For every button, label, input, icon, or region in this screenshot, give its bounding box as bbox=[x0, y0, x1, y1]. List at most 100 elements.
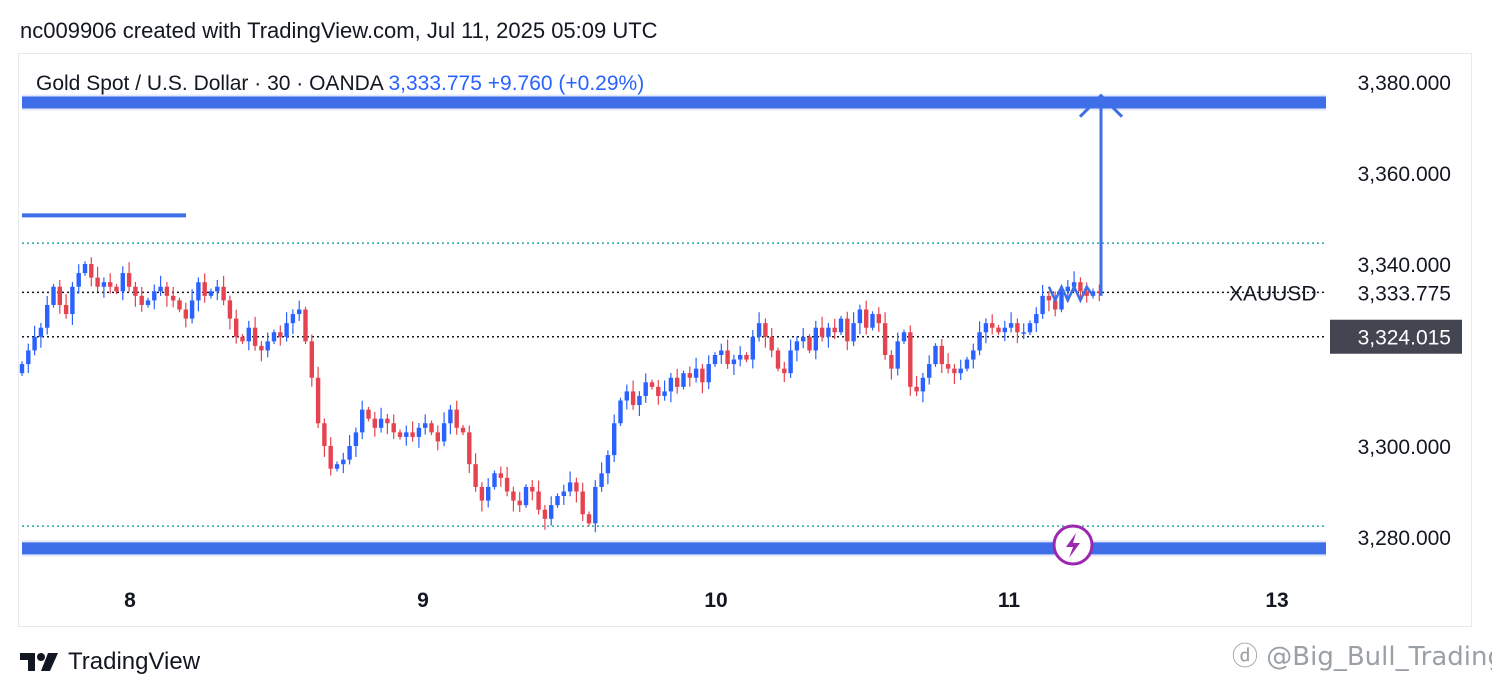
symbol-price-label: XAUUSD bbox=[1229, 282, 1317, 305]
candle-body bbox=[303, 309, 308, 342]
candle-body bbox=[832, 327, 837, 333]
candle-body bbox=[63, 304, 69, 315]
symbol-name: Gold Spot / U.S. Dollar · 30 · OANDA bbox=[36, 72, 383, 95]
candle-body bbox=[586, 514, 592, 524]
candle-body bbox=[492, 473, 497, 487]
candle-body bbox=[57, 286, 62, 305]
symbol-legend[interactable]: Gold Spot / U.S. Dollar · 30 · OANDA 3,3… bbox=[36, 72, 644, 96]
candle-body bbox=[794, 341, 800, 351]
candle-body bbox=[649, 382, 655, 387]
candle-body bbox=[423, 423, 428, 428]
projection-zigzag bbox=[1047, 283, 1095, 304]
level-zone bbox=[22, 542, 1326, 555]
candle-body bbox=[549, 505, 554, 519]
candle-body bbox=[530, 486, 535, 492]
candle-body bbox=[45, 304, 50, 328]
candle-body bbox=[599, 473, 604, 487]
candle-body bbox=[1053, 300, 1058, 310]
candle-body bbox=[807, 336, 812, 351]
candle-body bbox=[882, 323, 888, 355]
candle-body bbox=[983, 323, 989, 333]
candle-body bbox=[731, 359, 737, 365]
candle-body bbox=[322, 423, 327, 446]
candle-body bbox=[221, 286, 226, 301]
candle-body bbox=[378, 418, 384, 428]
candle-body bbox=[372, 418, 377, 428]
candle-body bbox=[706, 364, 711, 383]
time-axis: 8 9 10 11 13 bbox=[124, 589, 1289, 612]
lightning-bolt bbox=[1066, 533, 1080, 558]
candle-body bbox=[1034, 314, 1039, 324]
candle-body bbox=[290, 314, 296, 324]
candle-body bbox=[889, 355, 894, 369]
candle-body bbox=[334, 464, 340, 469]
candle-body bbox=[1097, 291, 1102, 293]
candle-body bbox=[234, 318, 239, 337]
candle-body bbox=[681, 373, 686, 387]
candle-body bbox=[416, 427, 422, 437]
candle-body bbox=[1015, 323, 1020, 333]
candle-body bbox=[801, 336, 806, 342]
candle-body bbox=[89, 264, 94, 278]
candle-body bbox=[612, 423, 617, 456]
candle-body bbox=[958, 368, 963, 374]
candle-body bbox=[460, 427, 466, 433]
candles bbox=[19, 257, 1102, 533]
candle-body bbox=[939, 345, 944, 365]
candle-body bbox=[429, 423, 434, 433]
candle-body bbox=[864, 309, 869, 328]
candle-body bbox=[19, 364, 25, 374]
candle-body bbox=[152, 291, 157, 301]
candle-body bbox=[750, 336, 755, 360]
candle-body bbox=[693, 368, 699, 378]
tradingview-brand[interactable]: TradingView bbox=[20, 648, 200, 676]
last-price-label: 3,333.775 bbox=[1358, 282, 1451, 305]
candle-body bbox=[637, 395, 642, 406]
candle-body bbox=[202, 282, 207, 296]
level-zone bbox=[22, 96, 1326, 109]
candle-body bbox=[870, 314, 875, 328]
tradingview-logo-icon bbox=[20, 653, 58, 671]
candle-body bbox=[712, 355, 718, 365]
candle-body bbox=[360, 409, 365, 433]
candle-body bbox=[284, 323, 289, 337]
candle-body bbox=[38, 327, 44, 337]
candle-body bbox=[971, 350, 976, 360]
y-tick-label: 3,280.000 bbox=[1358, 527, 1451, 550]
candle-body bbox=[158, 286, 163, 292]
y-tick-label: 3,340.000 bbox=[1358, 254, 1451, 277]
candle-body bbox=[952, 368, 957, 374]
candle-body bbox=[876, 314, 881, 324]
candle-body bbox=[126, 273, 132, 287]
candle-body bbox=[347, 446, 352, 460]
candle-body bbox=[700, 368, 705, 383]
candle-body bbox=[624, 391, 629, 401]
candle-body bbox=[895, 341, 900, 369]
candle-body bbox=[32, 336, 37, 351]
candle-body bbox=[297, 309, 302, 315]
candle-body bbox=[454, 409, 459, 428]
candle-body bbox=[857, 309, 863, 324]
candle-body bbox=[996, 327, 1001, 333]
candle-body bbox=[353, 432, 359, 446]
candle-body bbox=[171, 295, 176, 301]
x-tick-label: 9 bbox=[417, 589, 429, 612]
x-tick-label: 10 bbox=[704, 589, 727, 612]
candle-body bbox=[542, 509, 548, 519]
candle-body bbox=[1046, 295, 1052, 301]
candle-body bbox=[675, 377, 680, 387]
watermark-text: @Big_Bull_Trading) bbox=[1266, 642, 1492, 672]
candle-body bbox=[246, 327, 251, 342]
candle-body bbox=[687, 373, 692, 378]
candle-body bbox=[265, 341, 270, 351]
candle-body bbox=[1021, 332, 1026, 334]
candle-body bbox=[315, 377, 321, 424]
candle-body bbox=[668, 377, 674, 392]
candle-body bbox=[630, 391, 636, 406]
author-watermark: ⓓ @Big_Bull_Trading) bbox=[1232, 636, 1492, 673]
candle-body bbox=[448, 409, 453, 424]
candle-body bbox=[945, 364, 951, 369]
lightning-badge[interactable] bbox=[1052, 524, 1094, 566]
candle-body bbox=[744, 355, 749, 360]
